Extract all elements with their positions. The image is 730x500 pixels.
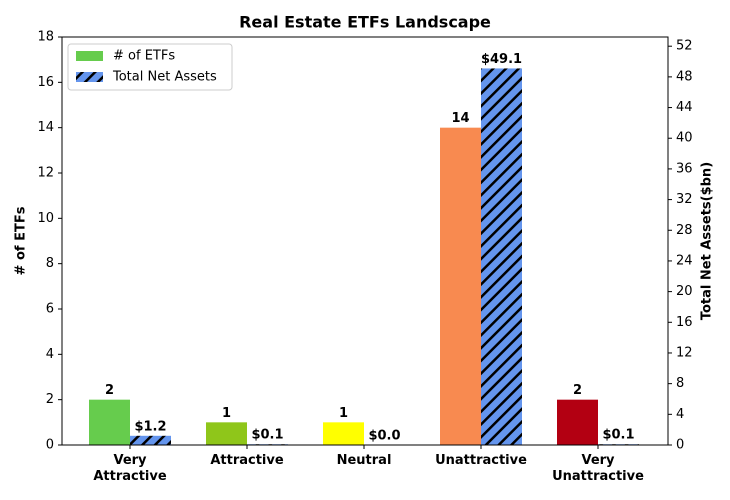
- x-tick-label: Unattractive: [435, 453, 527, 468]
- y-tick-label: 12: [37, 166, 54, 181]
- data-label: 1: [222, 406, 231, 421]
- x-tick-label: Attractive: [210, 453, 284, 468]
- legend-swatch: [76, 51, 103, 61]
- y2-tick-label: 8: [676, 376, 684, 391]
- y-tick-label: 6: [46, 302, 54, 317]
- y2-tick-label: 32: [676, 192, 693, 207]
- y2-tick-label: 48: [676, 69, 693, 84]
- data-label: $49.1: [481, 52, 522, 67]
- y-tick-label: 4: [46, 347, 54, 362]
- bar: [323, 422, 364, 445]
- y2-tick-label: 16: [676, 315, 693, 330]
- y-tick-label: 10: [37, 211, 54, 226]
- bar: [130, 435, 171, 445]
- data-label: 2: [105, 383, 114, 398]
- y2-tick-label: 44: [676, 100, 693, 115]
- data-label: 2: [573, 383, 582, 398]
- y-tick-label: 14: [37, 120, 54, 135]
- chart-title: Real Estate ETFs Landscape: [239, 13, 491, 32]
- x-tick-label: Neutral: [336, 453, 392, 468]
- x-tick-label: Very Unattractive: [552, 453, 644, 484]
- x-tick-label: Very Attractive: [93, 453, 167, 484]
- y2-tick-label: 12: [676, 345, 693, 360]
- bar: [440, 127, 481, 446]
- data-label: 1: [339, 406, 348, 421]
- y2-axis-label: Total Net Assets($bn): [700, 162, 715, 320]
- bar: [89, 399, 130, 445]
- y2-tick-label: 28: [676, 223, 693, 238]
- legend-label: # of ETFs: [113, 49, 175, 64]
- y-axis-label: # of ETFs: [14, 206, 29, 275]
- y2-tick-label: 4: [676, 407, 684, 422]
- data-label: 14: [451, 111, 469, 126]
- bar: [481, 68, 522, 446]
- y-tick-label: 18: [37, 30, 54, 45]
- y-tick-label: 2: [46, 392, 54, 407]
- legend-label: Total Net Assets: [112, 70, 217, 85]
- y2-tick-label: 0: [676, 438, 684, 453]
- data-label: $1.2: [134, 419, 166, 434]
- axes-frame: [61, 36, 669, 446]
- y-tick-label: 16: [37, 75, 54, 90]
- legend-swatch: [76, 72, 103, 82]
- y2-tick-label: 36: [676, 161, 693, 176]
- y2-tick-label: 52: [676, 39, 693, 54]
- y-tick-label: 8: [46, 256, 54, 271]
- data-label: $0.1: [602, 428, 634, 443]
- y2-tick-label: 20: [676, 284, 693, 299]
- data-label: $0.0: [368, 429, 400, 444]
- legend-box: [67, 43, 233, 91]
- bar: [206, 422, 247, 445]
- data-label: $0.1: [251, 428, 283, 443]
- y2-tick-label: 40: [676, 131, 693, 146]
- y2-tick-label: 24: [676, 253, 693, 268]
- y-tick-label: 0: [46, 438, 54, 453]
- bar: [557, 399, 598, 445]
